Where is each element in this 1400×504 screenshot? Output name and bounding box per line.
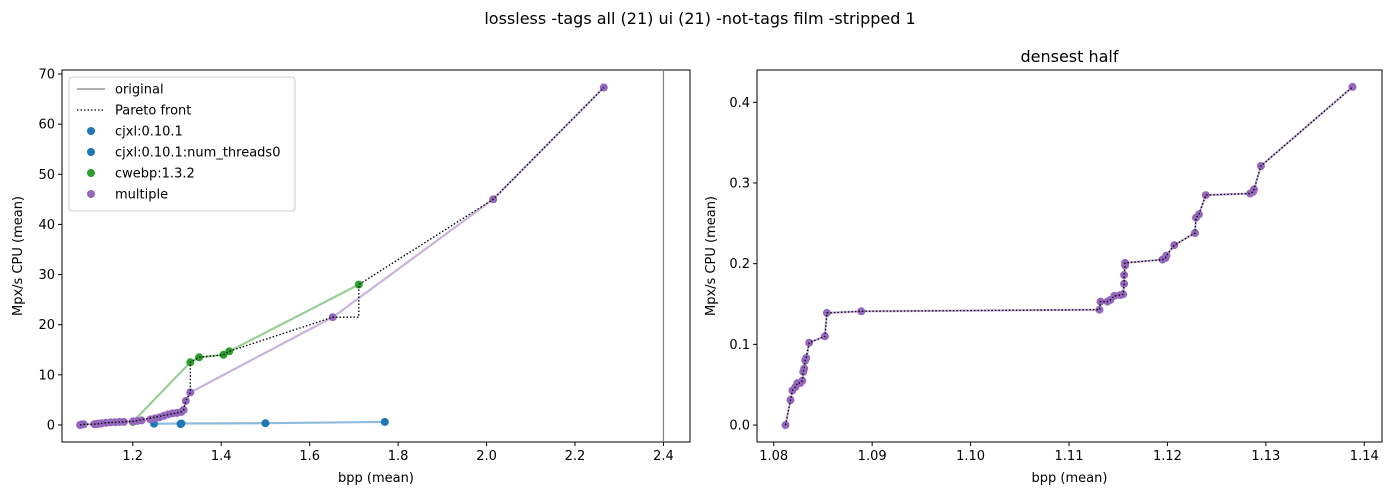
plot-area xyxy=(76,70,665,442)
x-tick-label: 1.8 xyxy=(388,449,409,464)
x-tick-label: 2.4 xyxy=(653,449,674,464)
point-multiple xyxy=(800,364,809,373)
point-cjxl-0-10-1 xyxy=(261,419,270,428)
point-multiple xyxy=(1170,241,1179,250)
point-multiple xyxy=(1095,305,1104,314)
point-cjxl-0-10-1 xyxy=(380,417,389,426)
legend-label: multiple xyxy=(115,188,168,203)
pareto-front-line xyxy=(79,87,605,426)
point-multiple xyxy=(186,388,195,397)
legend-label: cjxl:0.10.1:num_threads0 xyxy=(115,146,280,161)
legend-swatch-marker xyxy=(87,148,95,156)
x-tick-label: 2.0 xyxy=(476,449,497,464)
point-multiple xyxy=(802,354,811,363)
legend-label: cwebp:1.3.2 xyxy=(115,167,195,182)
legend-label: original xyxy=(115,83,164,98)
point-multiple xyxy=(181,396,190,405)
point-multiple xyxy=(857,307,866,316)
x-tick-label: 1.14 xyxy=(1350,449,1379,464)
y-tick-label: 60 xyxy=(38,118,55,133)
y-tick-label: 10 xyxy=(38,368,55,383)
x-tick-label: 1.2 xyxy=(122,449,143,464)
point-cwebp-1-3-2 xyxy=(354,280,363,289)
x-tick-label: 1.11 xyxy=(1055,449,1084,464)
legend-box xyxy=(68,76,296,212)
panel-right-chart: 1.08 1.09 1.10 1.11 1.12 1.13 1.14 0.0 0.1 0.2 0.3… xyxy=(704,47,1383,486)
axes-frame xyxy=(61,69,691,443)
legend-swatch-marker xyxy=(87,190,95,198)
figure-suptitle: lossless -tags all (21) ui (21) -not-tag… xyxy=(484,9,915,28)
axes-frame xyxy=(756,69,1383,443)
point-cwebp-1-3-2 xyxy=(225,347,234,356)
series-line-cjxl-0-10-1 xyxy=(153,420,385,425)
x-tick-label: 1.10 xyxy=(956,449,985,464)
pareto-front-line xyxy=(784,86,1353,426)
y-tick-label: 0.1 xyxy=(729,338,750,353)
point-cwebp-1-3-2 xyxy=(219,350,228,359)
point-multiple xyxy=(119,417,128,426)
series-line-cwebp-1-3-2 xyxy=(132,283,360,423)
legend-label: Pareto front xyxy=(115,104,191,119)
legend-swatch-marker xyxy=(87,169,95,177)
point-multiple xyxy=(1348,82,1357,91)
y-tick-label: 50 xyxy=(38,168,55,183)
y-tick-label: 20 xyxy=(38,318,55,333)
x-tick-label: 1.13 xyxy=(1251,449,1280,464)
y-tick-label: 40 xyxy=(38,218,55,233)
plot-area xyxy=(781,82,1357,430)
y-tick-label: 30 xyxy=(38,268,55,283)
x-axis-label: bpp (mean) xyxy=(1032,471,1108,486)
point-multiple xyxy=(137,416,146,425)
y-tick-label: 0 xyxy=(47,418,55,433)
x-tick-label: 1.08 xyxy=(759,449,788,464)
y-axis-label: Mpx/s CPU (mean) xyxy=(11,196,26,316)
x-tick-label: 2.2 xyxy=(565,449,586,464)
panel-left-chart: 1.2 1.4 1.6 1.8 2.0 2.2 2.4 0 10 20 30 40 50 60 70 bpp … xyxy=(11,68,691,486)
legend-label: cjxl:0.10.1 xyxy=(115,125,183,140)
point-multiple xyxy=(1162,251,1171,260)
y-tick-label: 70 xyxy=(38,68,55,83)
point-multiple xyxy=(805,338,814,347)
y-tick-label: 0.2 xyxy=(729,257,750,272)
point-multiple xyxy=(1201,191,1210,200)
point-cjxl-0-10-1-num-threads0 xyxy=(176,420,185,428)
y-tick-label: 0.4 xyxy=(729,96,750,111)
x-axis-label: bpp (mean) xyxy=(338,471,414,486)
x-tick-label: 1.6 xyxy=(299,449,320,464)
y-tick-label: 0.3 xyxy=(729,176,750,191)
series-line-multiple xyxy=(784,86,1354,426)
point-multiple xyxy=(1110,291,1119,300)
x-tick-label: 1.4 xyxy=(211,449,232,464)
point-multiple xyxy=(1120,271,1129,279)
y-axis-label: Mpx/s CPU (mean) xyxy=(704,196,719,316)
x-tick-label: 1.09 xyxy=(858,449,887,464)
axes-title: densest half xyxy=(1020,47,1118,66)
legend-swatch-marker xyxy=(87,127,95,135)
x-tick-label: 1.12 xyxy=(1153,449,1182,464)
y-tick-label: 0.0 xyxy=(729,419,750,434)
